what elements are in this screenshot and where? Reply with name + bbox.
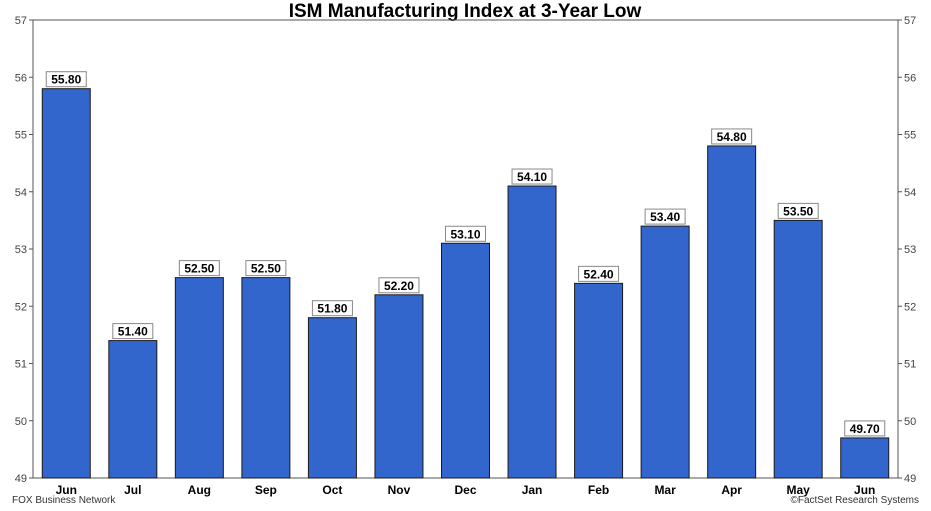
bar-aug-2 [174, 277, 224, 479]
y-tick-label-left: 52 [15, 301, 27, 313]
x-tick-label: Jul [124, 483, 141, 497]
x-tick-label: Oct [322, 483, 342, 497]
data-label: 52.20 [384, 279, 414, 293]
y-tick-label-left: 51 [15, 359, 27, 371]
footer-right-source: ©FactSet Research Systems [790, 495, 919, 506]
data-label: 52.50 [184, 262, 214, 276]
y-tick-label-right: 53 [904, 244, 916, 256]
bar-dec-6 [441, 242, 490, 479]
bars [41, 88, 890, 479]
x-tick-label: Nov [388, 483, 411, 497]
chart-title: ISM Manufacturing Index at 3-Year Low [289, 1, 642, 22]
bar-feb-8 [574, 282, 624, 479]
y-tick-label-right: 56 [904, 72, 916, 84]
x-tick-label: May [787, 483, 811, 497]
data-label: 53.50 [783, 204, 813, 218]
bar-jun-12 [840, 437, 890, 479]
bar-oct-4 [307, 317, 357, 479]
y-tick-label-left: 55 [15, 130, 27, 142]
data-label-box [45, 71, 87, 88]
data-label: 51.80 [317, 302, 347, 316]
data-label-box [711, 128, 753, 145]
y-tick-label-right: 50 [904, 416, 916, 428]
data-label-box [311, 300, 353, 317]
y-tick-label-left: 54 [15, 187, 27, 199]
bar-mar-9 [640, 225, 690, 479]
x-tick-label: Feb [588, 483, 609, 497]
data-label-box [777, 202, 819, 219]
data-label-box [578, 265, 620, 282]
data-label-box [511, 168, 553, 185]
y-tick-label-left: 49 [15, 473, 27, 485]
data-label: 54.80 [717, 130, 747, 144]
data-label: 52.40 [584, 267, 614, 281]
data-label-box [178, 260, 220, 277]
x-tick-label: Jun [854, 483, 875, 497]
y-tick-label-left: 53 [15, 244, 27, 256]
bar-may-11 [773, 219, 823, 479]
bar-sep-3 [241, 277, 291, 479]
data-label-box [378, 277, 420, 294]
x-tick-label: Jan [522, 483, 543, 497]
data-label: 52.50 [251, 262, 281, 276]
x-tick-label: Mar [654, 483, 676, 497]
bar-jun-0 [41, 88, 91, 479]
y-tick-label-right: 52 [904, 301, 916, 313]
data-label-box [844, 420, 886, 437]
data-label: 53.10 [450, 227, 480, 241]
x-tick-label: Dec [454, 483, 476, 497]
y-tick-label-left: 57 [15, 15, 27, 27]
data-label-box [112, 323, 154, 340]
y-tick-label-left: 50 [15, 416, 27, 428]
x-tick-label: Sep [255, 483, 277, 497]
y-tick-label-right: 55 [904, 130, 916, 142]
data-label: 51.40 [118, 325, 148, 339]
x-tick-label: Apr [721, 483, 742, 497]
y-tick-label-right: 54 [904, 187, 916, 199]
bar-jul-1 [108, 340, 158, 479]
footer-left-source: FOX Business Network [12, 495, 116, 506]
y-tick-label-right: 57 [904, 15, 916, 27]
x-tick-label: Jun [56, 483, 77, 497]
data-label-box [445, 225, 486, 242]
data-label: 55.80 [51, 73, 81, 87]
y-tick-label-left: 56 [15, 72, 27, 84]
y-tick-label-right: 51 [904, 359, 916, 371]
data-label-box [644, 208, 686, 225]
x-tick-label: Aug [188, 483, 211, 497]
data-label: 53.40 [650, 210, 680, 224]
data-labels: 55.80 51.40 52.50 52.50 51.80 52.20 53.10 54.10… [45, 71, 886, 437]
bar-apr-10 [707, 145, 757, 479]
y-tick-label-right: 49 [904, 473, 916, 485]
data-label: 54.10 [517, 170, 547, 184]
data-label: 49.70 [850, 422, 880, 436]
bar-nov-5 [374, 294, 424, 479]
data-label-box [245, 260, 287, 277]
bar-jan-7 [507, 185, 557, 479]
